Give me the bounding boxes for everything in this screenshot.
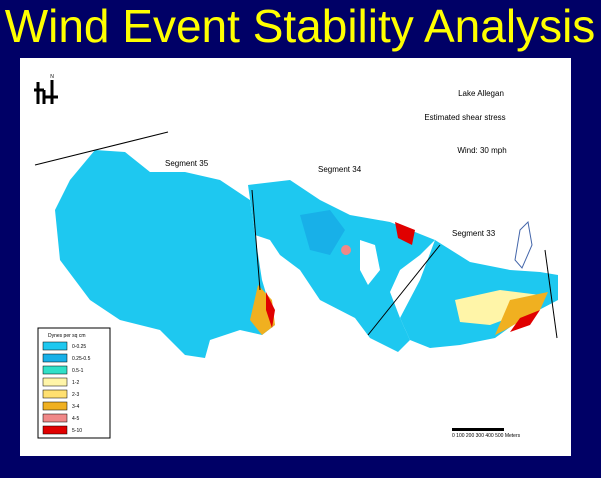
lake-name: Lake Allegan: [458, 89, 504, 98]
map-subtitle: Estimated shear stress: [424, 113, 505, 122]
legend-swatch: [42, 353, 68, 363]
legend-label: 0.5-1: [72, 368, 84, 374]
legend-swatch: [42, 389, 68, 399]
segment-label: Segment 33: [452, 229, 496, 238]
legend-swatch: [42, 425, 68, 435]
segment-label: Segment 35: [165, 159, 209, 168]
slide-title: Wind Event Stability Analysis: [5, 0, 596, 52]
legend-label: 0.25-0.5: [72, 356, 91, 362]
segment-line: [34, 131, 169, 166]
legend-swatch: [42, 365, 68, 375]
legend-swatch: [42, 341, 68, 351]
island: [360, 240, 380, 285]
legend: Dynes per sq cm 0-0.25 0.25-0.5 0.5-1 1-2 2-…: [37, 327, 111, 439]
north-symbol: [34, 80, 58, 104]
segment-line: [544, 249, 558, 339]
north-arrow: N: [34, 74, 58, 104]
lake-zone: [510, 310, 540, 332]
lake-zone: [266, 292, 275, 328]
legend-label: 5-10: [72, 428, 82, 434]
legend-label: 2-3: [72, 392, 79, 398]
segment-line: [367, 244, 441, 336]
wind-label: Wind: 30 mph: [457, 146, 506, 155]
legend-title: Dynes per sq cm: [48, 333, 86, 339]
lake-zone: [300, 210, 345, 255]
segment-line: [251, 189, 261, 291]
segment-lines: [34, 131, 558, 339]
scale-label: 0 100 200 300 400 500 Meters: [452, 433, 521, 439]
segment-label: Segment 34: [318, 165, 362, 174]
legend-label: 3-4: [72, 404, 79, 410]
lake-zone: [395, 222, 415, 245]
legend-swatch: [42, 413, 68, 423]
lake-zone: [495, 292, 548, 335]
inlet: [514, 220, 533, 269]
north-label: N: [50, 74, 54, 80]
legend-label: 0-0.25: [72, 344, 86, 350]
legend-swatch: [42, 401, 68, 411]
lake-zone: [341, 245, 351, 255]
legend-label: 4-5: [72, 416, 79, 422]
legend-label: 1-2: [72, 380, 79, 386]
lake-segment-35: [55, 150, 275, 358]
scale-bar: [452, 428, 504, 431]
legend-swatch: [42, 377, 68, 387]
